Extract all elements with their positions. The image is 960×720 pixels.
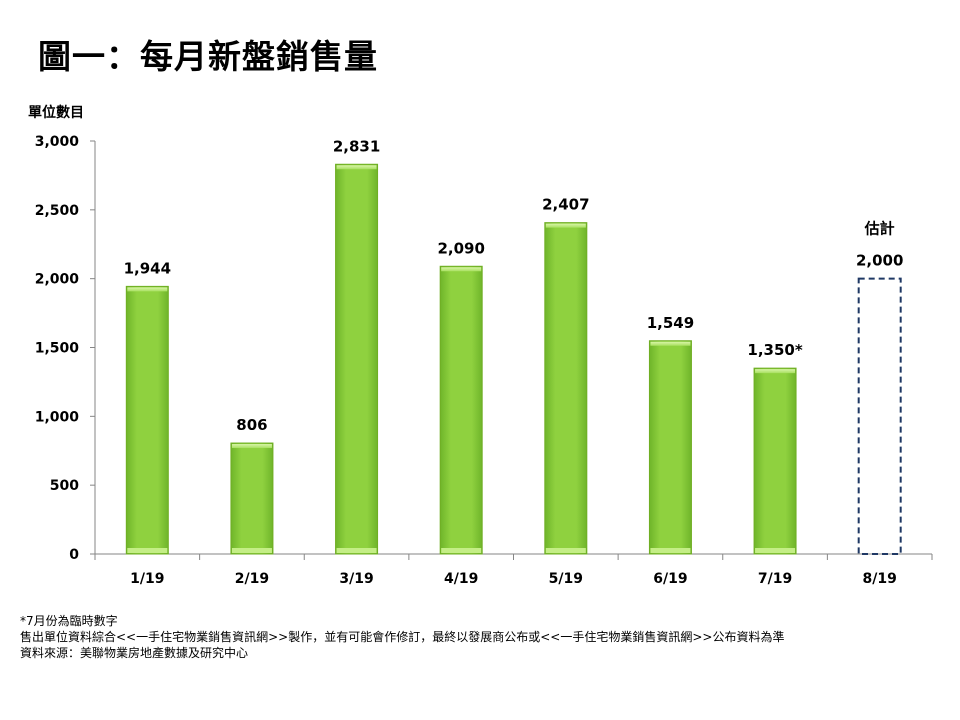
- bar-base-cap: [755, 548, 796, 553]
- bar-base-cap: [127, 548, 168, 553]
- bar-base-cap: [231, 548, 272, 553]
- bar: [230, 442, 274, 555]
- bar: [753, 367, 797, 555]
- data-label: 2,407: [542, 196, 589, 214]
- footnote-data-note: 售出單位資料綜合<<一手住宅物業銷售資訊網>>製作，並有可能會作修訂，最終以發展…: [20, 630, 785, 644]
- data-label: 2,000: [856, 252, 903, 270]
- bar-chart: 0 500 1,000 1,500 2,000 2,500 3,000 1,944 1/19 8…: [35, 134, 933, 587]
- x-tick-label: 1/19: [130, 571, 164, 587]
- y-tick-label: 2,500: [35, 203, 80, 219]
- bar-top-cap: [127, 287, 168, 292]
- x-tick-label: 8/19: [863, 571, 897, 587]
- bars: [125, 163, 902, 555]
- x-tick-label: 3/19: [339, 571, 373, 587]
- data-label: 1,549: [647, 314, 694, 332]
- data-label: 2,090: [437, 239, 484, 257]
- axes: 0 500 1,000 1,500 2,000 2,500 3,000: [35, 134, 933, 563]
- bar-base-cap: [441, 548, 482, 553]
- x-tick-label: 6/19: [653, 571, 687, 587]
- bar-base-cap: [545, 548, 586, 553]
- x-tick-label: 5/19: [549, 571, 583, 587]
- y-tick-label: 2,000: [35, 272, 80, 288]
- data-label: 2,831: [333, 137, 380, 155]
- y-tick-label: 1,000: [35, 409, 80, 425]
- labels: 1,944 1/19 806 2/19 2,831 3/19 2,090 4/19 2,407 5…: [124, 137, 904, 587]
- bar-top-cap: [231, 444, 272, 449]
- x-tick-label: 2/19: [235, 571, 269, 587]
- bar-top-cap: [545, 223, 586, 228]
- bar-base-cap: [336, 548, 377, 553]
- y-tick-label: 500: [50, 478, 79, 494]
- bar: [335, 163, 379, 555]
- x-tick-label: 4/19: [444, 571, 478, 587]
- y-tick-label: 3,000: [35, 134, 80, 150]
- bar: [648, 340, 692, 555]
- bar: [439, 265, 483, 555]
- y-tick-label: 0: [69, 547, 79, 563]
- footnote-source: 資料來源：美聯物業房地產數據及研究中心: [20, 646, 249, 660]
- data-label: 806: [236, 416, 267, 434]
- bar-top-cap: [755, 369, 796, 374]
- x-tick-label: 7/19: [758, 571, 792, 587]
- footnotes: *7月份為臨時數字 售出單位資料綜合<<一手住宅物業銷售資訊網>>製作，並有可能…: [20, 613, 784, 661]
- bar-estimate: [857, 277, 902, 555]
- y-tick-label: 1,500: [35, 341, 80, 357]
- bar-top-cap: [336, 165, 377, 170]
- bar-top-cap: [650, 341, 691, 346]
- bar: [544, 222, 588, 555]
- y-axis-label: 單位數目: [28, 105, 84, 121]
- data-label: 1,350*: [747, 341, 802, 359]
- bar: [125, 285, 169, 555]
- footnote-provisional: *7月份為臨時數字: [20, 614, 118, 628]
- bar-base-cap: [650, 548, 691, 553]
- chart-title: 圖一：每月新盤銷售量: [38, 37, 378, 76]
- data-label: 1,944: [124, 259, 171, 277]
- estimate-annotation: 估計: [864, 220, 895, 238]
- bar-top-cap: [441, 267, 482, 272]
